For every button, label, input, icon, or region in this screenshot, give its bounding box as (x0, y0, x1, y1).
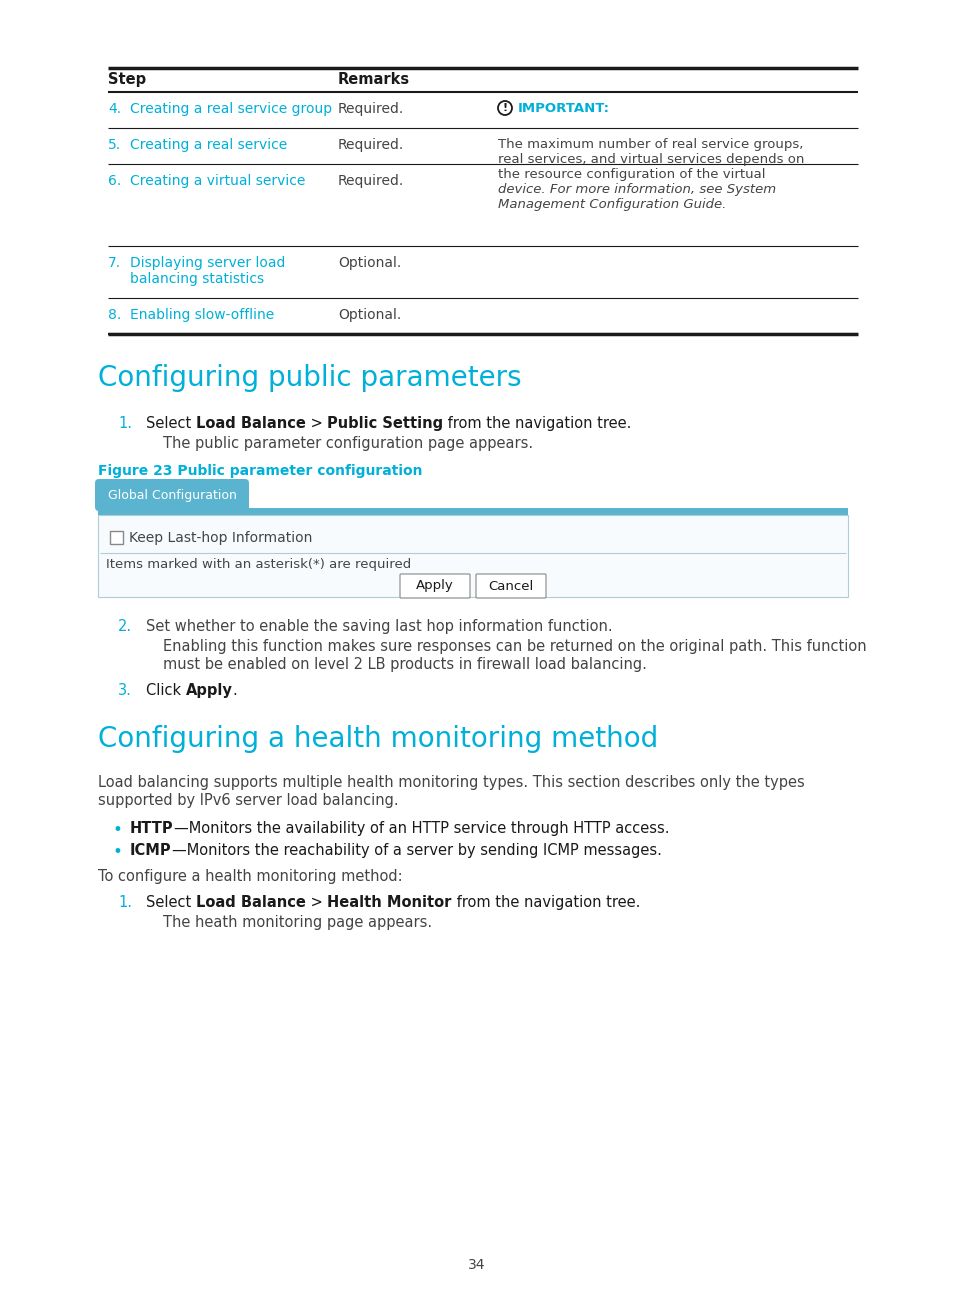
Text: balancing statistics: balancing statistics (130, 272, 264, 286)
Text: Configuring a health monitoring method: Configuring a health monitoring method (98, 724, 658, 753)
Text: supported by IPv6 server load balancing.: supported by IPv6 server load balancing. (98, 793, 398, 807)
Text: Apply: Apply (186, 683, 233, 699)
Text: must be enabled on level 2 LB products in firewall load balancing.: must be enabled on level 2 LB products i… (163, 657, 646, 673)
Text: Required.: Required. (337, 137, 404, 152)
Text: IMPORTANT:: IMPORTANT: (517, 102, 609, 115)
Text: To configure a health monitoring method:: To configure a health monitoring method: (98, 870, 402, 884)
FancyBboxPatch shape (476, 574, 545, 597)
Text: Cancel: Cancel (488, 579, 533, 592)
Text: Set whether to enable the saving last hop information function.: Set whether to enable the saving last ho… (146, 619, 612, 634)
Text: Management Configuration Guide.: Management Configuration Guide. (497, 198, 725, 211)
Text: Enabling slow-offline: Enabling slow-offline (130, 308, 274, 321)
FancyBboxPatch shape (95, 480, 249, 511)
Text: Load balancing supports multiple health monitoring types. This section describes: Load balancing supports multiple health … (98, 775, 804, 791)
Text: Public Setting: Public Setting (327, 416, 443, 432)
Text: Step: Step (108, 73, 146, 87)
Text: from the navigation tree.: from the navigation tree. (451, 896, 639, 910)
Bar (98, 515, 847, 597)
Text: real services, and virtual services depends on: real services, and virtual services depe… (497, 153, 803, 166)
Text: Global Configuration: Global Configuration (108, 489, 236, 502)
Text: device. For more information, see System: device. For more information, see System (497, 183, 776, 196)
Text: —Monitors the availability of an HTTP service through HTTP access.: —Monitors the availability of an HTTP se… (173, 820, 668, 836)
Text: 7.: 7. (108, 257, 121, 270)
Text: >: > (305, 896, 327, 910)
FancyBboxPatch shape (399, 574, 470, 597)
Text: Figure 23 Public parameter configuration: Figure 23 Public parameter configuration (98, 464, 422, 478)
Text: the resource configuration of the virtual: the resource configuration of the virtua… (497, 168, 764, 181)
Text: Required.: Required. (337, 102, 404, 117)
Text: Creating a virtual service: Creating a virtual service (130, 174, 305, 188)
Text: >: > (305, 416, 327, 432)
Text: •: • (112, 820, 123, 839)
Text: 1.: 1. (118, 416, 132, 432)
Text: —Monitors the reachability of a server by sending ICMP messages.: —Monitors the reachability of a server b… (172, 842, 660, 858)
Text: Apply: Apply (416, 579, 454, 592)
Text: Creating a real service: Creating a real service (130, 137, 287, 152)
Text: ICMP: ICMP (130, 842, 172, 858)
Text: 8.: 8. (108, 308, 121, 321)
Text: from the navigation tree.: from the navigation tree. (443, 416, 631, 432)
Text: Keep Last-hop Information: Keep Last-hop Information (129, 531, 312, 546)
Text: Load Balance: Load Balance (195, 416, 305, 432)
Text: 3.: 3. (118, 683, 132, 699)
Text: 2.: 2. (118, 619, 132, 634)
Text: The maximum number of real service groups,: The maximum number of real service group… (497, 137, 802, 152)
Text: Select: Select (146, 416, 195, 432)
Text: .: . (233, 683, 237, 699)
Text: Load Balance: Load Balance (195, 896, 305, 910)
Text: 34: 34 (468, 1258, 485, 1271)
Text: Optional.: Optional. (337, 308, 401, 321)
Text: The heath monitoring page appears.: The heath monitoring page appears. (163, 915, 432, 931)
Text: Required.: Required. (337, 174, 404, 188)
Text: Displaying server load: Displaying server load (130, 257, 285, 270)
Text: Enabling this function makes sure responses can be returned on the original path: Enabling this function makes sure respon… (163, 639, 865, 654)
Text: Configuring public parameters: Configuring public parameters (98, 364, 521, 391)
Text: Health Monitor: Health Monitor (327, 896, 451, 910)
Text: Creating a real service group: Creating a real service group (130, 102, 332, 117)
Text: Remarks: Remarks (337, 73, 410, 87)
Text: Optional.: Optional. (337, 257, 401, 270)
Text: •: • (112, 842, 123, 861)
Text: Click: Click (146, 683, 186, 699)
Text: 5.: 5. (108, 137, 121, 152)
Bar (110, 531, 123, 544)
Text: HTTP: HTTP (130, 820, 173, 836)
Text: 1.: 1. (118, 896, 132, 910)
Text: Select: Select (146, 896, 195, 910)
Text: 6.: 6. (108, 174, 121, 188)
Text: !: ! (502, 102, 507, 113)
Text: The public parameter configuration page appears.: The public parameter configuration page … (163, 435, 533, 451)
Bar (98, 508, 847, 515)
Text: 4.: 4. (108, 102, 121, 117)
Text: Items marked with an asterisk(*) are required: Items marked with an asterisk(*) are req… (106, 559, 411, 572)
